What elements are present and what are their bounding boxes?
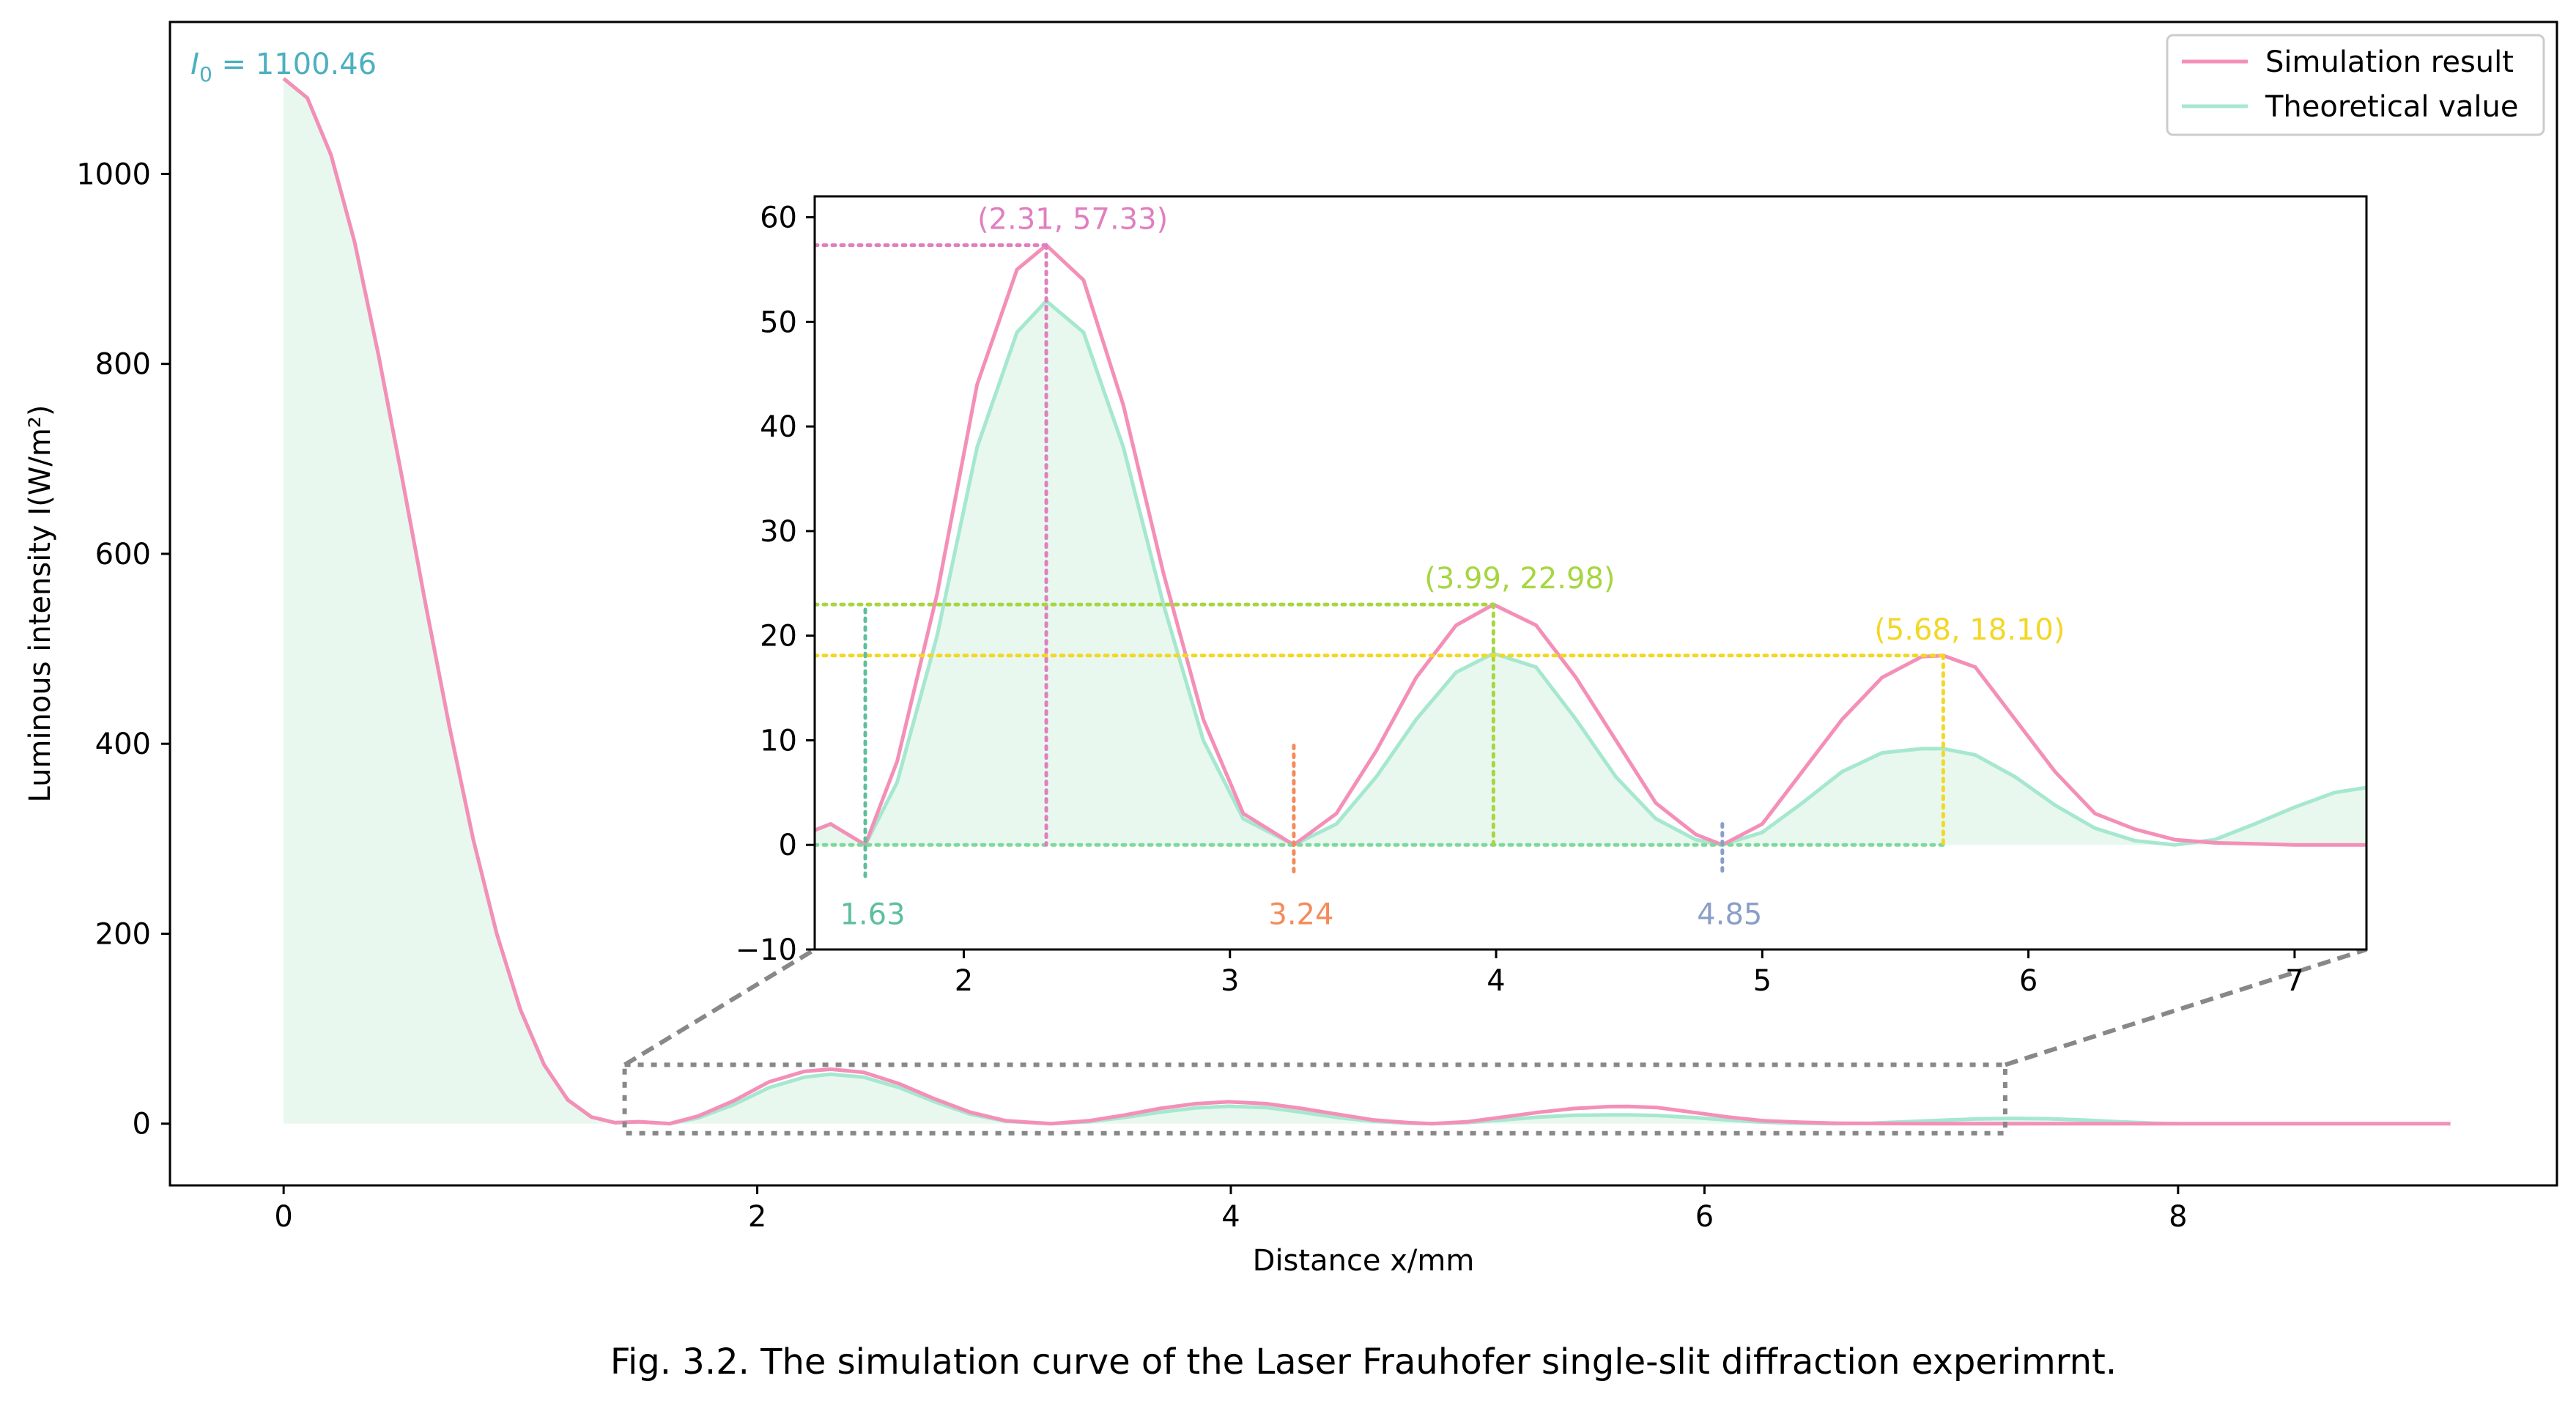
i0-annotation: I0 = 1100.46 bbox=[190, 48, 377, 86]
inset-simulation-line bbox=[815, 243, 2366, 848]
inset-y-ticks: −10 0 10 20 30 40 50 60 bbox=[736, 201, 815, 967]
minimum-label: 3.24 bbox=[1268, 897, 1333, 931]
theory-fill-area bbox=[284, 78, 2178, 1124]
minimum-label: 4.85 bbox=[1697, 897, 1762, 931]
zoom-region-box bbox=[622, 1062, 2007, 1136]
inset-theory-line bbox=[815, 298, 2366, 848]
zoom-connector-left bbox=[623, 947, 816, 1067]
main-plot-area bbox=[282, 77, 2451, 1136]
inset-axes-frame bbox=[813, 195, 2368, 951]
main-y-tick-label: 400 bbox=[95, 728, 151, 761]
main-x-tick-label: 4 bbox=[1221, 1200, 1240, 1234]
x-axis-label: Distance x/mm bbox=[1253, 1244, 1475, 1278]
inset-annotations: (2.31, 57.33) (3.99, 22.98) (5.68, 18.10) 1… bbox=[840, 203, 2065, 932]
inset-y-tick-label: −10 bbox=[736, 933, 797, 967]
inset-theory-fill-area bbox=[815, 300, 2366, 845]
inset-x-tick-label: 6 bbox=[2019, 964, 2038, 998]
y-axis-label: Luminous intensity I(W/m²) bbox=[23, 405, 57, 803]
inset-x-tick-label: 7 bbox=[2285, 964, 2303, 998]
main-y-tick-label: 0 bbox=[133, 1108, 151, 1141]
i0-value: 1100.46 bbox=[256, 48, 377, 81]
inset-x-ticks: 2 3 4 5 6 7 bbox=[955, 949, 2304, 998]
peak-label: (3.99, 22.98) bbox=[1424, 562, 1615, 596]
inset-guide-lines bbox=[815, 243, 1945, 878]
main-y-tick-label: 800 bbox=[95, 348, 151, 382]
inset-plot-area bbox=[815, 243, 2366, 878]
inset-y-tick-label: 50 bbox=[760, 306, 797, 339]
inset-x-tick-label: 5 bbox=[1753, 964, 1772, 998]
inset-y-tick-label: 40 bbox=[760, 410, 797, 444]
inset-y-tick-label: 20 bbox=[760, 620, 797, 654]
inset-y-tick-label: 10 bbox=[760, 724, 797, 758]
peak-label: (5.68, 18.10) bbox=[1874, 613, 2065, 647]
figure-caption: Fig. 3.2. The simulation curve of the La… bbox=[610, 1341, 2117, 1382]
inset-y-tick-label: 60 bbox=[760, 201, 797, 235]
minimum-label: 1.63 bbox=[840, 897, 905, 931]
inset-y-tick-label: 0 bbox=[779, 829, 797, 862]
legend-theory-label: Theoretical value bbox=[2265, 90, 2518, 124]
main-y-tick-label: 600 bbox=[95, 538, 151, 571]
inset-x-tick-label: 4 bbox=[1487, 964, 1505, 998]
i0-equals: = bbox=[212, 48, 256, 81]
main-y-ticks: 0 200 400 600 800 1000 bbox=[76, 158, 170, 1141]
main-x-tick-label: 8 bbox=[2169, 1200, 2187, 1234]
inset-y-tick-label: 30 bbox=[760, 515, 797, 549]
main-y-tick-label: 200 bbox=[95, 917, 151, 951]
zoom-connector-right bbox=[2004, 947, 2367, 1067]
inset-x-tick-label: 3 bbox=[1221, 964, 1239, 998]
main-x-tick-label: 2 bbox=[748, 1200, 766, 1234]
i0-symbol: I bbox=[190, 48, 199, 81]
main-axes-frame bbox=[169, 21, 2558, 1187]
main-x-tick-label: 6 bbox=[1695, 1200, 1714, 1234]
legend-box bbox=[2166, 34, 2545, 136]
main-x-ticks: 0 2 4 6 8 bbox=[274, 1185, 2188, 1234]
simulation-line bbox=[282, 77, 2451, 1126]
inset-x-tick-label: 2 bbox=[955, 964, 973, 998]
legend-simulation-label: Simulation result bbox=[2265, 45, 2514, 79]
i0-subscript: 0 bbox=[199, 62, 212, 86]
legend: Simulation result Theoretical value bbox=[2166, 34, 2545, 136]
main-x-tick-label: 0 bbox=[274, 1200, 292, 1234]
peak-label: (2.31, 57.33) bbox=[977, 203, 1168, 237]
main-y-tick-label: 1000 bbox=[76, 158, 151, 191]
